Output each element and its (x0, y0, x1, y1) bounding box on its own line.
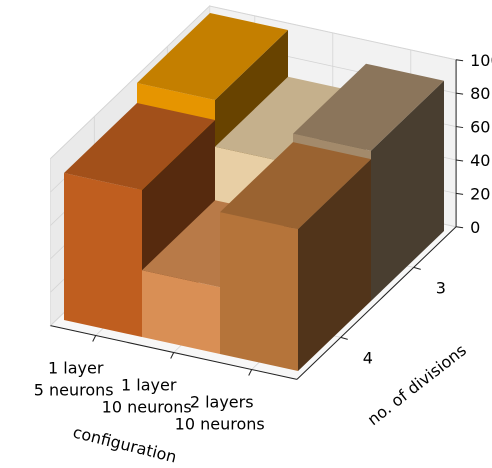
x-tick-label-line: 2 layers (190, 393, 254, 412)
z-tick-mark (456, 226, 464, 229)
bar-front-face (220, 212, 298, 371)
x-tick-mark (92, 335, 97, 342)
x-tick-label-line: 10 neurons (175, 415, 265, 434)
bar-side-face (298, 159, 371, 371)
bar-side-face (371, 80, 444, 301)
x-tick-mark (170, 352, 175, 359)
y-tick-label: 3 (436, 278, 446, 297)
x-tick-label-line: 1 layer (121, 376, 177, 395)
z-grid-line (50, 5, 457, 159)
z-tick-label: 100 (470, 51, 492, 70)
y-axis-line (296, 226, 457, 380)
z-tick-mark (456, 159, 464, 162)
y-tick-mark (340, 336, 348, 340)
x-tick-label: 1 layer 5 neurons (34, 359, 114, 400)
bar-front-face (64, 173, 142, 337)
bar-top-face (220, 142, 371, 230)
z-tick-label: 40 (470, 151, 490, 170)
bars-group (64, 13, 444, 371)
z-tick-label: 0 (470, 218, 480, 237)
bar (220, 142, 371, 371)
y-tick-mark (413, 266, 421, 270)
x-tick-label-line: 10 neurons (102, 398, 192, 417)
y-axis-label: no. of divisions (364, 340, 470, 429)
z-tick-mark (456, 92, 464, 95)
x-tick-label-line: 1 layer (48, 359, 104, 378)
bar-front-face (142, 270, 220, 354)
z-tick-mark (456, 126, 464, 129)
x-tick-mark (248, 369, 253, 376)
x-tick-label: 2 layers 10 neurons (175, 393, 265, 434)
bar-top-face (64, 103, 215, 190)
z-tick-label: 20 (470, 184, 490, 203)
z-tick-mark (456, 192, 464, 195)
z-tick-label: 60 (470, 118, 490, 137)
bar-top-face (293, 63, 444, 151)
z-tick-label: 80 (470, 84, 490, 103)
x-axis-label: configuration (71, 422, 179, 466)
bar-top-face (215, 76, 366, 164)
x-tick-label-line: 5 neurons (34, 381, 114, 400)
x-tick-label: 1 layer 10 neurons (102, 376, 192, 417)
z-tick-mark (456, 59, 464, 62)
y-tick-label: 4 (363, 348, 373, 367)
bar-top-face (137, 13, 288, 100)
